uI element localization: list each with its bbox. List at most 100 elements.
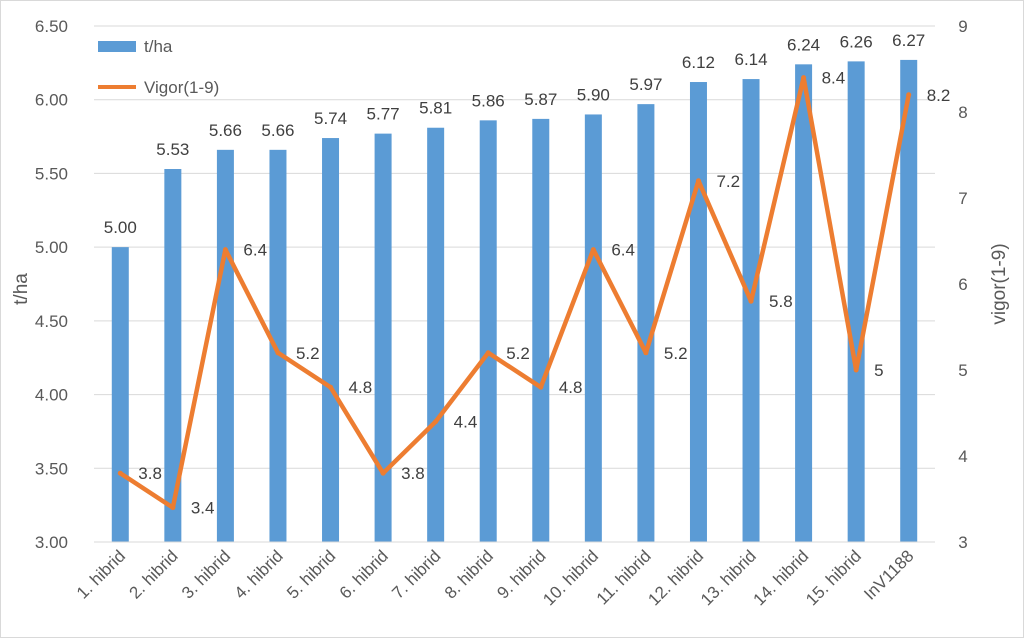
line-point — [695, 178, 701, 184]
bar-data-label: 5.81 — [419, 99, 452, 118]
y-left-axis-title: t/ha — [11, 273, 32, 305]
y-left-tick-label: 3.50 — [35, 459, 68, 478]
line-data-label: 3.8 — [401, 464, 425, 483]
line-point — [275, 350, 281, 356]
y-right-tick-label: 7 — [958, 189, 967, 208]
bar-data-label: 5.00 — [104, 218, 137, 237]
bar-data-label: 5.87 — [524, 90, 557, 109]
legend-bar-label: t/ha — [144, 37, 173, 56]
x-tick-label: 3. hibrid — [178, 546, 234, 602]
y-left-tick-label: 5.50 — [35, 164, 68, 183]
line-point — [853, 367, 859, 373]
bar-data-label: 5.66 — [209, 121, 242, 140]
bar — [584, 114, 602, 542]
legend-bar-swatch — [98, 41, 136, 52]
bar — [164, 169, 182, 542]
y-left-tick-label: 4.50 — [35, 312, 68, 331]
line-point — [433, 419, 439, 425]
line-data-label: 5 — [874, 361, 883, 380]
gridlines — [94, 25, 935, 469]
legend-line-label: Vigor(1-9) — [144, 78, 219, 97]
y-right-tick-label: 5 — [958, 361, 967, 380]
x-tick-label: 6. hibrid — [336, 546, 392, 602]
bar — [532, 118, 550, 542]
line-data-label: 4.4 — [454, 413, 478, 432]
left-axis-ticks: 3.00 3.50 4.00 4.50 5.00 5.50 6.00 6.50 — [35, 17, 68, 552]
line-data-labels: 3.8 3.4 6.4 5.2 4.8 3.8 4.4 5.2 4.8 6.4 5.2 7.2 5.8 8… — [138, 69, 950, 518]
right-axis-ticks: 3 4 5 6 7 8 9 — [958, 17, 967, 552]
line-data-label: 5.2 — [296, 344, 320, 363]
line-data-label: 8.4 — [822, 69, 846, 88]
line-point — [906, 92, 912, 98]
x-tick-label: 10. hibrid — [539, 546, 602, 609]
bar-data-label: 5.77 — [367, 105, 400, 124]
bar-data-label: 5.90 — [577, 85, 610, 104]
x-tick-label: 12. hibrid — [644, 546, 707, 609]
vigor-line — [118, 75, 911, 510]
line-point — [643, 350, 649, 356]
x-tick-label: 4. hibrid — [231, 546, 287, 602]
line-data-label: 7.2 — [716, 172, 740, 191]
bar — [847, 61, 865, 542]
x-tick-label: 5. hibrid — [283, 546, 339, 602]
bar — [322, 138, 340, 542]
bar-data-label: 6.24 — [787, 35, 820, 54]
bar-data-label: 5.66 — [261, 121, 294, 140]
y-right-axis-title: vigor(1-9) — [989, 243, 1010, 324]
bar-data-labels: 5.00 5.53 5.66 5.66 5.74 5.77 5.81 5.86 5.87 5.90… — [104, 31, 926, 237]
bar-data-label: 6.27 — [892, 31, 925, 50]
line-point — [748, 298, 754, 304]
line-point — [485, 350, 491, 356]
line-point — [170, 505, 176, 511]
bar — [111, 247, 129, 542]
bar — [689, 82, 707, 542]
bar — [216, 149, 234, 542]
bar — [479, 120, 497, 543]
bar — [637, 104, 655, 542]
line-point — [380, 470, 386, 476]
bar — [427, 127, 445, 543]
bar-data-label: 6.12 — [682, 53, 715, 72]
line-point — [328, 384, 334, 390]
line-data-label: 6.4 — [611, 241, 635, 260]
x-tick-label: 1. hibrid — [73, 546, 129, 602]
line-data-label: 6.4 — [243, 241, 267, 260]
line-data-label: 4.8 — [349, 378, 373, 397]
line-data-label: 3.4 — [191, 499, 215, 518]
bar-data-label: 6.26 — [840, 32, 873, 51]
line-point — [801, 75, 807, 81]
bar-data-label: 5.97 — [629, 75, 662, 94]
line-data-label: 5.8 — [769, 292, 793, 311]
line-data-label: 8.2 — [927, 86, 951, 105]
bar-series — [111, 59, 918, 543]
y-left-tick-label: 4.00 — [35, 386, 68, 405]
y-right-tick-label: 9 — [958, 17, 967, 36]
y-left-tick-label: 5.00 — [35, 238, 68, 257]
bar — [795, 64, 813, 543]
line-point — [538, 384, 544, 390]
y-left-tick-label: 6.50 — [35, 17, 68, 36]
line-data-label: 5.2 — [664, 344, 688, 363]
line-point — [222, 247, 228, 253]
x-tick-label: 11. hibrid — [593, 546, 655, 608]
y-left-tick-label: 6.00 — [35, 91, 68, 110]
bar-data-label: 6.14 — [734, 50, 767, 69]
bar-data-label: 5.74 — [314, 109, 347, 128]
y-right-tick-label: 6 — [958, 275, 967, 294]
x-tick-label: 14. hibrid — [750, 546, 813, 609]
bar-data-label: 5.86 — [472, 91, 505, 110]
x-tick-label: InV1188 — [860, 546, 917, 603]
bar — [900, 59, 918, 543]
x-tick-label: 15. hibrid — [802, 546, 865, 609]
y-right-tick-label: 4 — [958, 447, 967, 466]
legend: t/ha Vigor(1-9) — [98, 37, 219, 97]
bar — [742, 79, 760, 543]
y-left-tick-label: 3.00 — [35, 533, 68, 552]
x-tick-label: 8. hibrid — [441, 546, 497, 602]
bar-data-label: 5.53 — [156, 140, 189, 159]
y-right-tick-label: 8 — [958, 103, 967, 122]
y-right-tick-label: 3 — [958, 533, 967, 552]
